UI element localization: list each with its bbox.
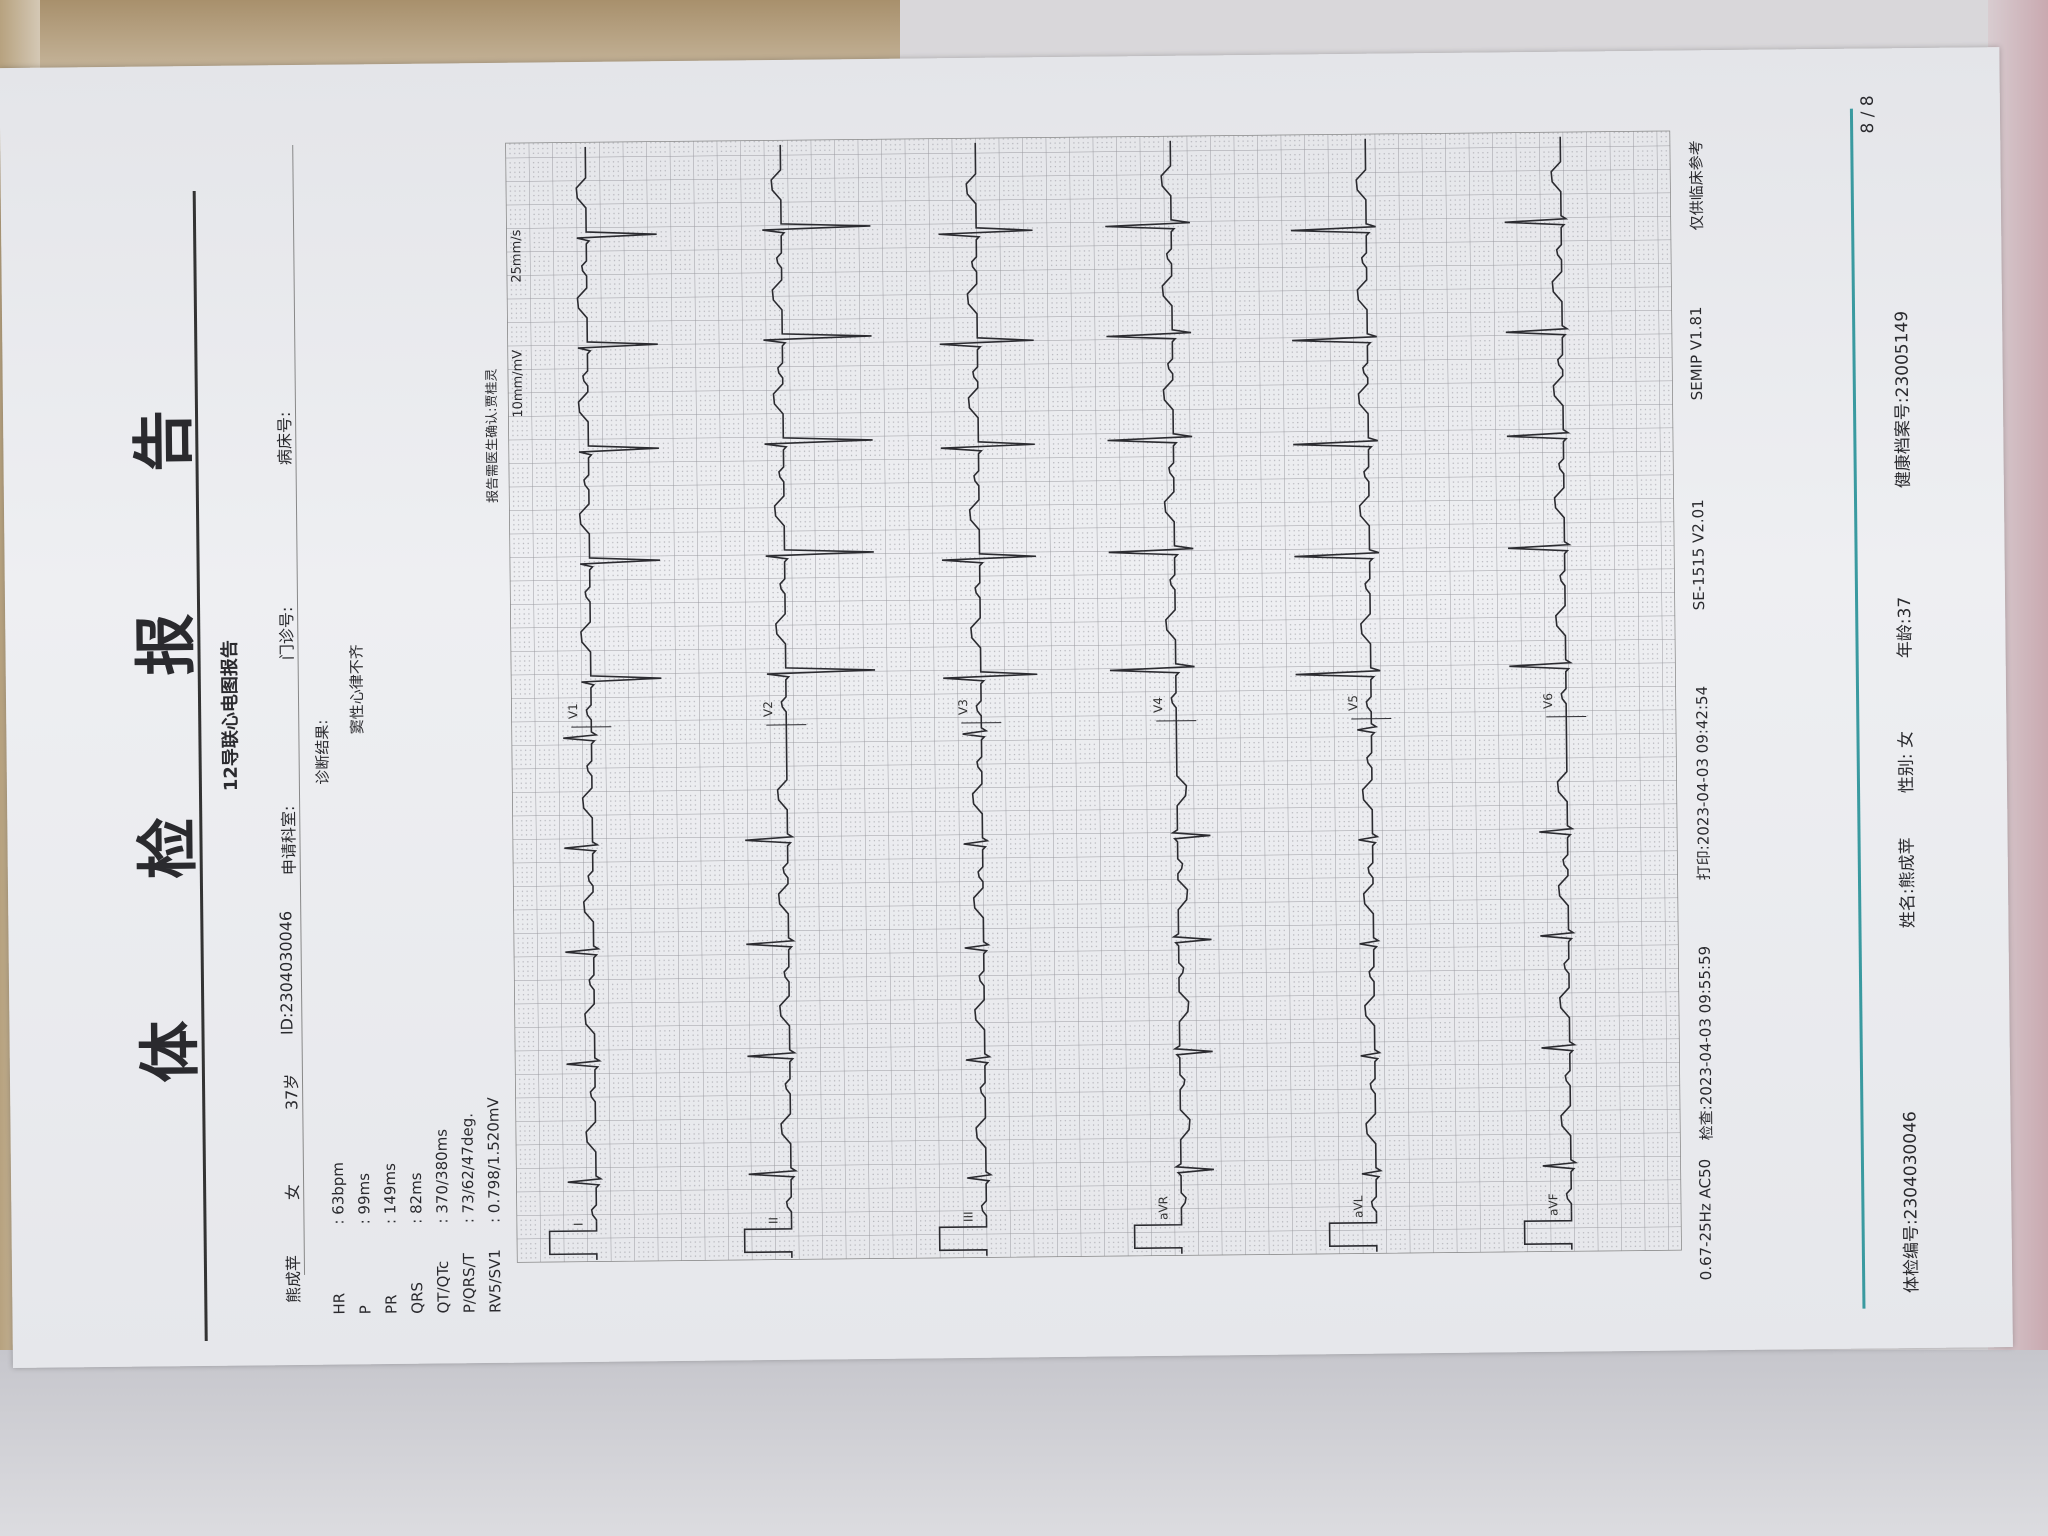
measurement-value: : 63bpm (328, 1161, 348, 1225)
department-label: 申请科室: (279, 805, 299, 876)
patient-sex: 女 (283, 1183, 303, 1201)
measurement-label: HR (330, 1292, 349, 1315)
ecg-trace-III (962, 722, 994, 1218)
patient-id: ID:2304030046 (276, 910, 297, 1036)
ecg-trace-aVL (1357, 718, 1383, 1214)
ecg-trace-V5 (1290, 138, 1381, 719)
measurement-value: : 370/380ms (432, 1128, 452, 1224)
ecg-trace-I (563, 726, 604, 1222)
ecg-trace-aVF (1539, 716, 1579, 1212)
speed-label: 25mm/s (509, 229, 525, 283)
lead-label-limb: II (766, 1217, 780, 1224)
measurement-label: QRS (408, 1281, 427, 1314)
measurement-label: P (356, 1305, 375, 1315)
lead-label-limb: aVF (1546, 1193, 1560, 1216)
measurement-label: QT/QTc (433, 1260, 453, 1314)
confirm-note: 报告需医生确认:贾桂灵 (484, 368, 501, 503)
calibration-pulse (1133, 1215, 1183, 1254)
lead-label-chest: V2 (761, 701, 775, 717)
footer-name: 姓名:熊成苹 (1897, 837, 1919, 929)
lead-label-chest: V6 (1541, 693, 1555, 709)
footer-exam-no: 体检编号:2304030046 (1900, 1111, 1923, 1294)
report-page: 体 检 报 告 12导联心电图报告 熊成苹 女 37岁 ID:230403004… (0, 47, 2013, 1369)
lead-label-chest: V3 (956, 699, 970, 715)
ecg-trace-aVR (1170, 720, 1214, 1216)
calibration-pulse (1523, 1211, 1573, 1250)
lead-label-chest: V5 (1346, 695, 1360, 711)
ecg-trace-V6 (1504, 136, 1573, 717)
lead-label-limb: aVL (1351, 1195, 1365, 1218)
lead-label-limb: III (961, 1211, 975, 1222)
lead-label-limb: aVR (1156, 1196, 1170, 1220)
calibration-pulse (1328, 1213, 1378, 1252)
disclaimer: 仅供临床参考 (1687, 140, 1707, 231)
measurement-value: : 99ms (354, 1172, 374, 1225)
measurement-value: : 82ms (406, 1172, 426, 1224)
footer-health-record: 健康档案号:23005149 (1892, 310, 1914, 489)
footer-age: 年龄:37 (1895, 596, 1916, 659)
software-version: SEMIP V1.81 (1686, 306, 1706, 401)
ecg-trace-V1 (575, 146, 662, 727)
measurement-value: : 73/62/47deg. (458, 1112, 478, 1224)
lead-label-limb: I (572, 1222, 586, 1226)
footer-sex: 性别: 女 (1896, 730, 1918, 794)
ecg-grid: I V1 II V2 III V3 aVR V4 aVL V5 aVF V6 (505, 130, 1682, 1263)
footer-rule (1849, 108, 1866, 1309)
calibration-pulse (743, 1219, 793, 1258)
ecg-trace-II (745, 724, 799, 1220)
bed-label: 病床号: (275, 411, 295, 466)
measurement-label: PR (382, 1294, 401, 1315)
calibration-pulse (548, 1221, 598, 1260)
lead-label-chest: V1 (566, 703, 580, 719)
underlying-page (0, 1350, 2048, 1536)
patient-name: 熊成苹 (283, 1254, 304, 1304)
ecg-trace-V4 (1105, 140, 1195, 721)
exam-time: 检查:2023-04-03 09:55:59 (1695, 945, 1716, 1141)
measurement-label: P/QRS/T (459, 1253, 479, 1314)
patient-age: 37岁 (281, 1073, 302, 1111)
gain-label: 10mm/mV (510, 349, 527, 418)
ecg-trace-V3 (938, 142, 1038, 723)
measurement-value: : 0.798/1.520mV (484, 1097, 504, 1224)
ecg-trace-V2 (762, 144, 876, 725)
print-time: 打印:2023-04-03 09:42:54 (1692, 685, 1713, 881)
measurement-value: : 149ms (380, 1163, 400, 1225)
filter-setting: 0.67-25Hz AC50 (1695, 1158, 1716, 1281)
calibration-pulse (938, 1217, 988, 1256)
page-number: 8 / 8 (1857, 95, 1879, 134)
diagnosis-label: 诊断结果: (313, 719, 332, 785)
measurement-label: RV5/SV1 (485, 1249, 505, 1314)
outpatient-label: 门诊号: (277, 606, 297, 661)
lead-label-chest: V4 (1151, 697, 1165, 713)
report-subtitle: 12导联心电图报告 (219, 640, 242, 792)
diagnosis-text: 窦性心律不齐 (347, 644, 367, 735)
device-version: SE-1515 V2.01 (1688, 499, 1709, 611)
